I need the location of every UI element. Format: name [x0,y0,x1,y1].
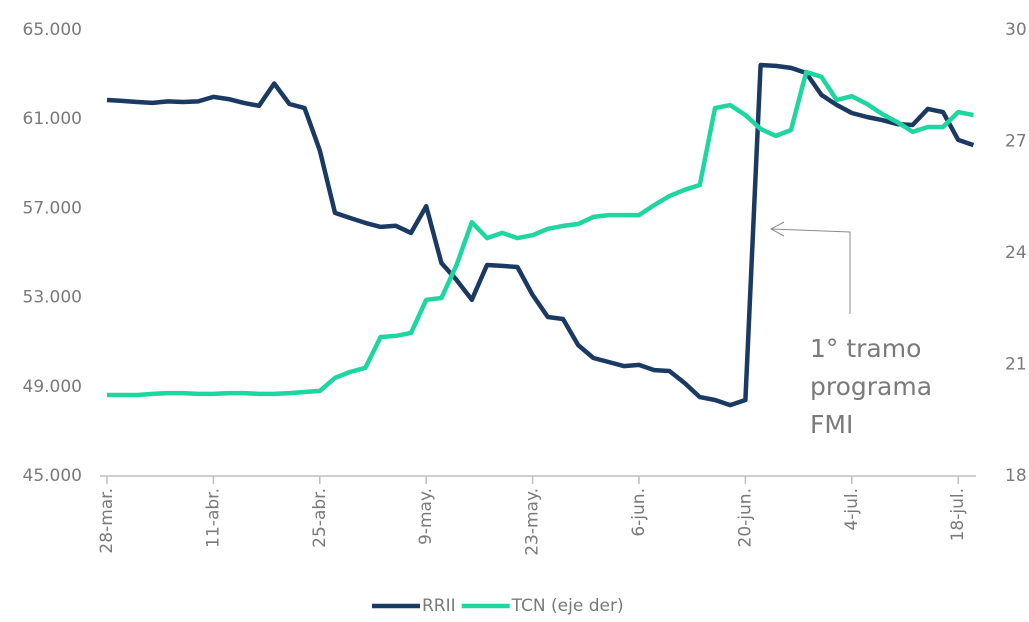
annotation: 1° tramo [810,334,921,363]
y-tick-label: 49.000 [23,377,82,397]
x-tick-label: 9-may. [416,488,436,545]
x-tick-label: 28-mar. [97,488,117,554]
annotation: FMI [810,410,853,439]
y2-tick-label: 21 [1005,355,1027,375]
y2-tick-label: 27 [1005,132,1027,152]
series-line [106,62,975,408]
x-tick-label: 18-jul. [948,488,968,541]
y-tick-label: 45.000 [23,466,82,486]
x-tick-label: 25-abr. [310,488,330,548]
y2-tick-label: 30 [1005,20,1027,40]
annotation-arrowhead [769,221,785,237]
annotation: programa [810,372,932,401]
y-tick-label: 53.000 [23,288,82,308]
y-tick-label: 57.000 [23,198,82,218]
x-tick-label: 11-abr. [203,488,223,548]
legend-label: TCN (eje der) [511,596,624,616]
annotation-arrow [771,228,851,314]
legend-label: RRII [422,596,456,616]
y2-tick-label: 24 [1005,243,1027,263]
x-tick-label: 4-jul. [842,488,862,531]
y-tick-label: 61.000 [23,109,82,129]
y-tick-label: 65.000 [23,20,82,40]
x-tick-label: 20-jun. [735,488,755,547]
y2-tick-label: 18 [1005,466,1027,486]
x-tick-label: 6-jun. [629,488,649,537]
series-line [107,69,974,398]
x-tick-label: 23-may. [523,488,543,556]
